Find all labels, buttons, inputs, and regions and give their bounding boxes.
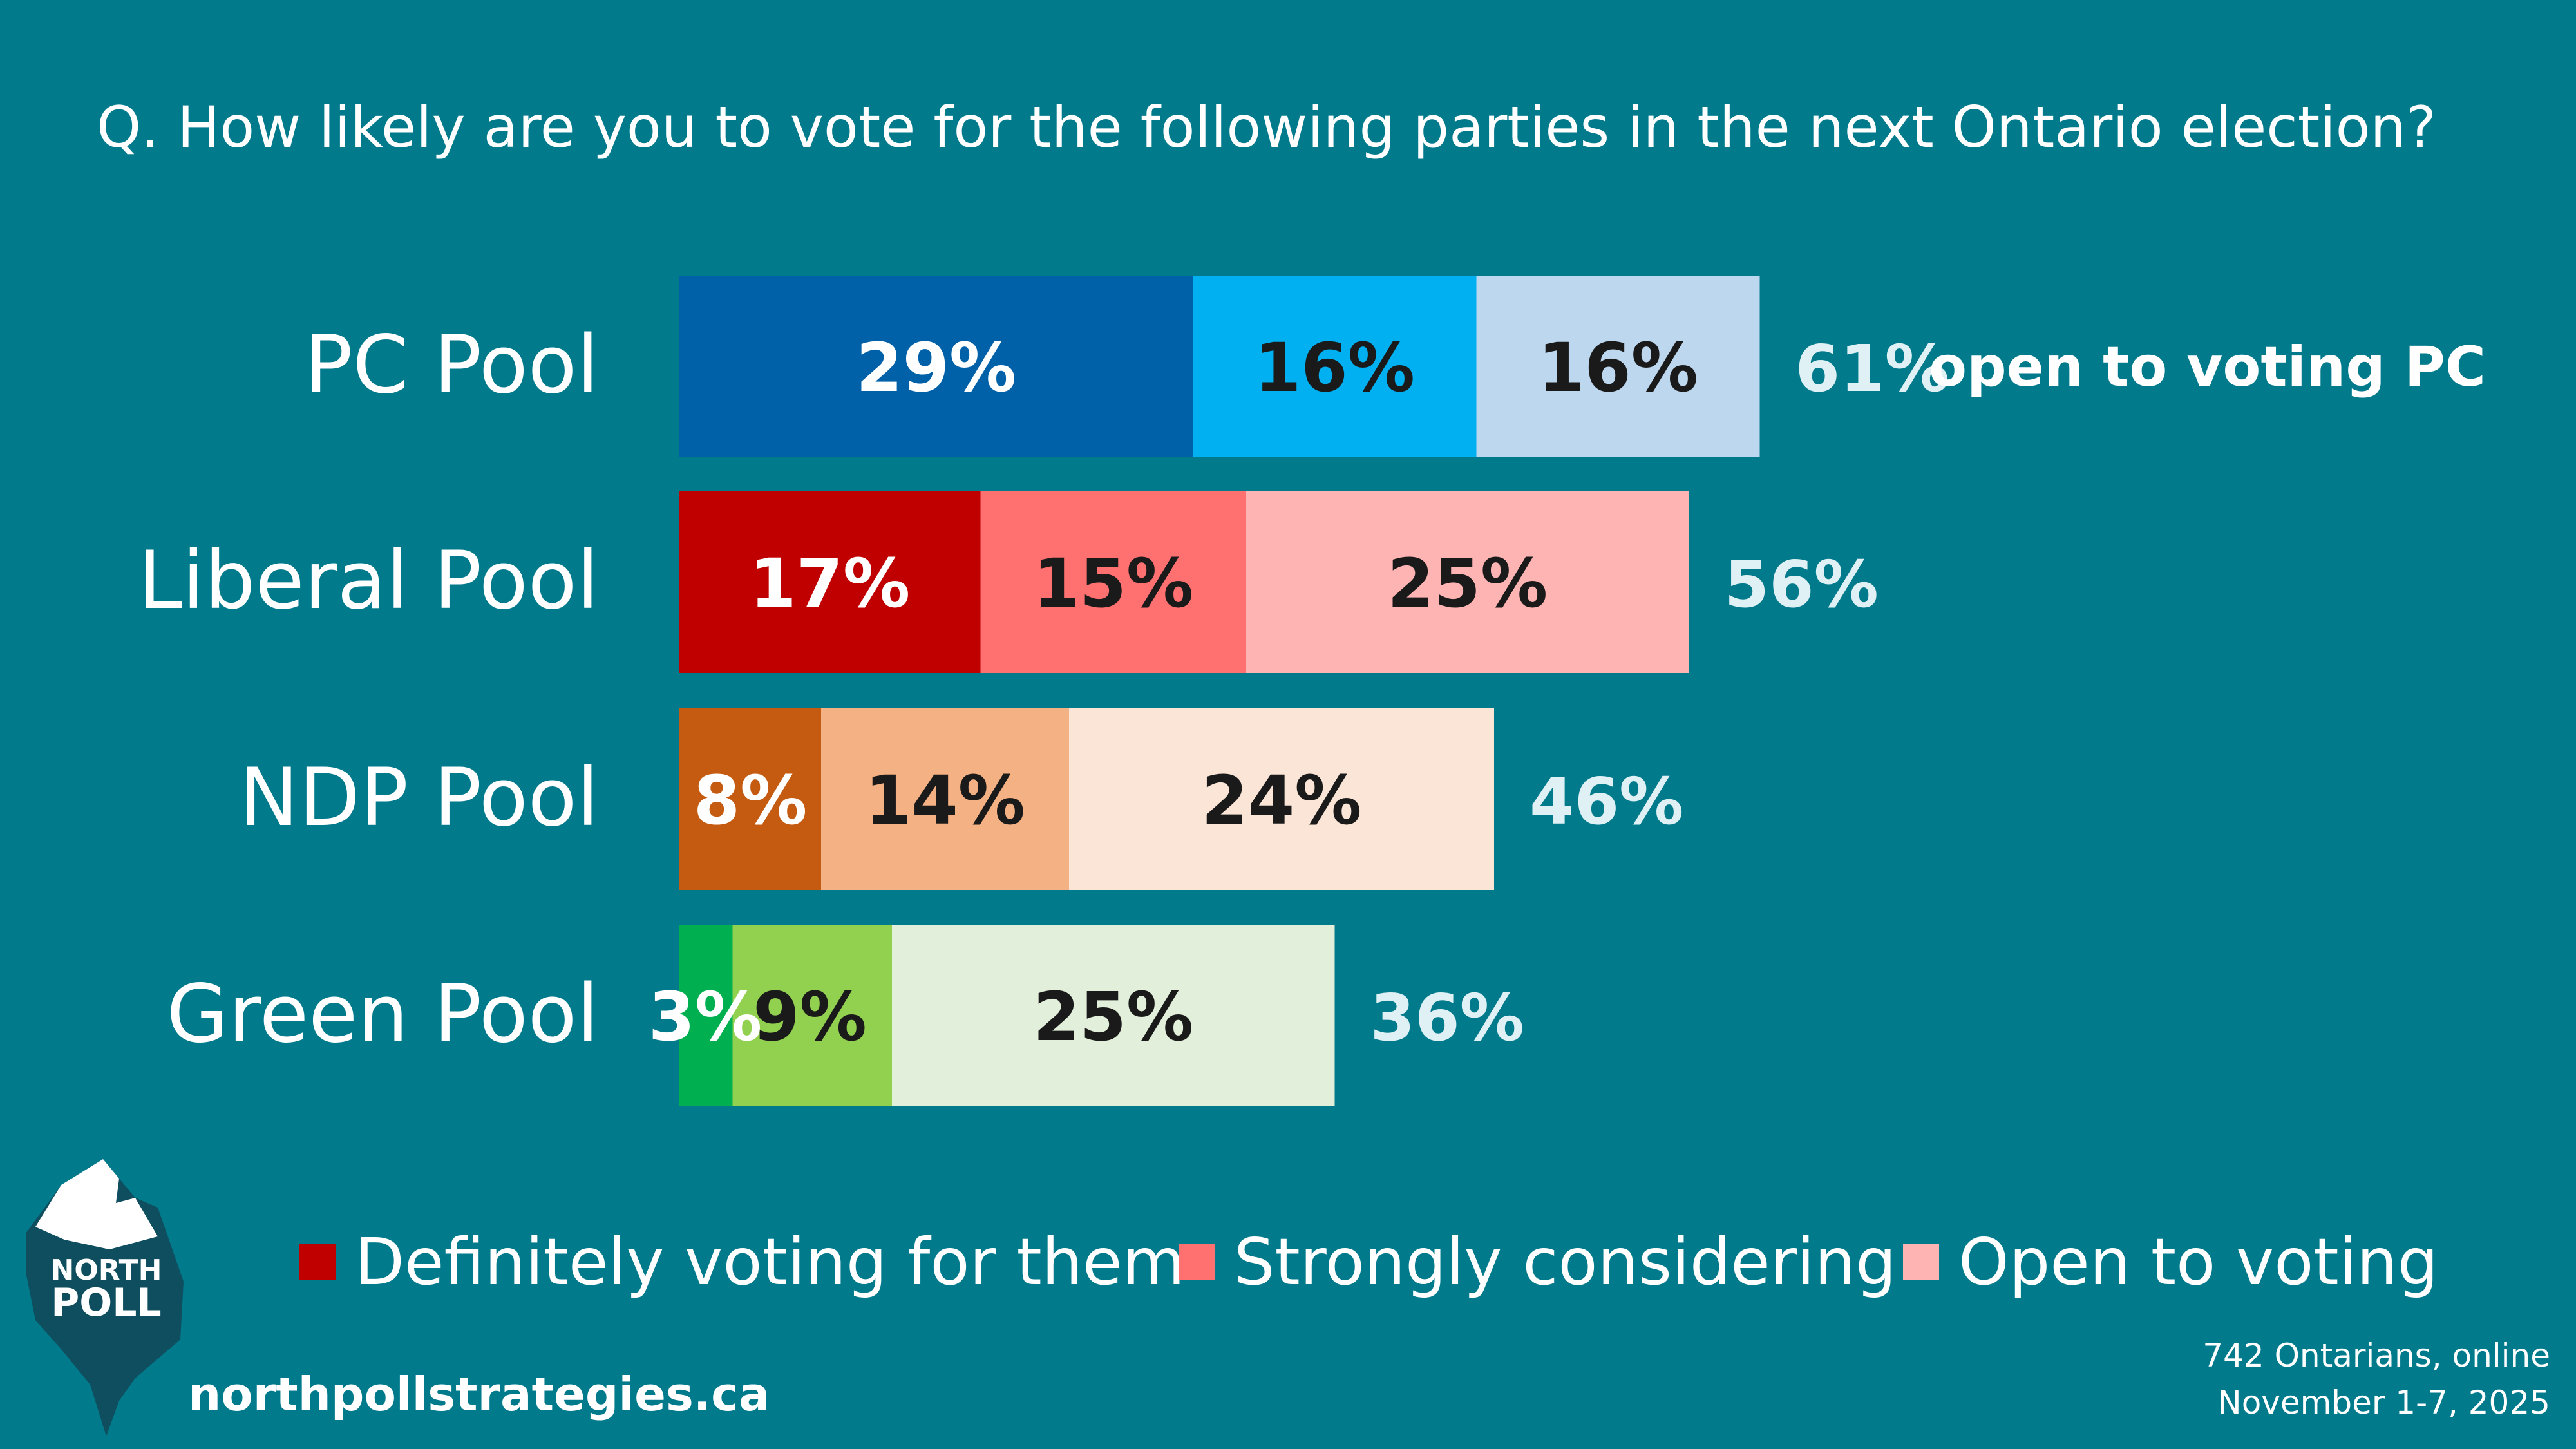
data-label: 25% bbox=[1387, 544, 1548, 623]
logo-text-north: NORTH bbox=[51, 1254, 162, 1287]
data-label: 16% bbox=[1538, 328, 1698, 407]
data-label: 3% bbox=[649, 978, 762, 1056]
category-label: PC Pool bbox=[305, 319, 599, 412]
legend-swatch bbox=[1903, 1244, 1939, 1280]
data-label: 14% bbox=[865, 761, 1025, 840]
bar-segment bbox=[732, 925, 892, 1106]
bar-segment bbox=[892, 925, 1335, 1106]
legend: Definitely voting for them Strongly consi… bbox=[299, 1224, 2438, 1300]
bar-segment bbox=[679, 925, 733, 1106]
bar-segment bbox=[679, 276, 1193, 457]
category-label: NDP Pool bbox=[239, 752, 599, 844]
bar-segment bbox=[679, 491, 981, 673]
total-annotation: open to voting PC bbox=[1929, 335, 2486, 399]
legend-label: Definitely voting for them bbox=[355, 1224, 1185, 1300]
bar-segment bbox=[1246, 491, 1689, 673]
data-label: 25% bbox=[1033, 978, 1193, 1056]
chart-title: Q. How likely are you to vote for the fo… bbox=[97, 94, 2436, 160]
north-poll-logo: NORTH POLL bbox=[26, 1159, 184, 1436]
total-label: 36% bbox=[1370, 980, 1524, 1056]
legend-swatch bbox=[1179, 1244, 1215, 1280]
logo-text-poll: POLL bbox=[51, 1280, 161, 1325]
footer-dates: November 1-7, 2025 bbox=[2217, 1384, 2550, 1421]
bar-segment bbox=[1476, 276, 1760, 457]
bar-segment bbox=[1069, 708, 1494, 890]
bar-segment bbox=[1193, 276, 1477, 457]
data-label: 15% bbox=[1033, 544, 1193, 623]
legend-label: Strongly considering bbox=[1234, 1224, 1897, 1300]
data-label: 16% bbox=[1255, 328, 1415, 407]
total-label: 46% bbox=[1530, 764, 1683, 839]
bar-segment bbox=[679, 708, 821, 890]
category-label: Liberal Pool bbox=[138, 535, 599, 627]
total-label: 61% bbox=[1795, 331, 1949, 406]
footer-url: northpollstrategies.ca bbox=[188, 1367, 770, 1421]
data-label: 17% bbox=[750, 544, 910, 623]
bar-segment bbox=[980, 491, 1246, 673]
iceberg-tip-icon bbox=[35, 1159, 158, 1249]
bars-group: PC Pool 29% 16% 16% 61%open to voting PC Libe… bbox=[138, 276, 2486, 1106]
data-label: 9% bbox=[753, 978, 867, 1056]
data-label: 24% bbox=[1202, 761, 1362, 840]
category-label: Green Pool bbox=[167, 968, 599, 1061]
data-label: 29% bbox=[856, 328, 1016, 407]
legend-label: Open to voting bbox=[1958, 1224, 2438, 1300]
footer-sample: 742 Ontarians, online bbox=[2202, 1337, 2550, 1374]
data-label: 8% bbox=[694, 761, 808, 840]
bar-segment bbox=[821, 708, 1069, 890]
total-label: 56% bbox=[1725, 547, 1879, 622]
legend-swatch bbox=[299, 1244, 336, 1280]
